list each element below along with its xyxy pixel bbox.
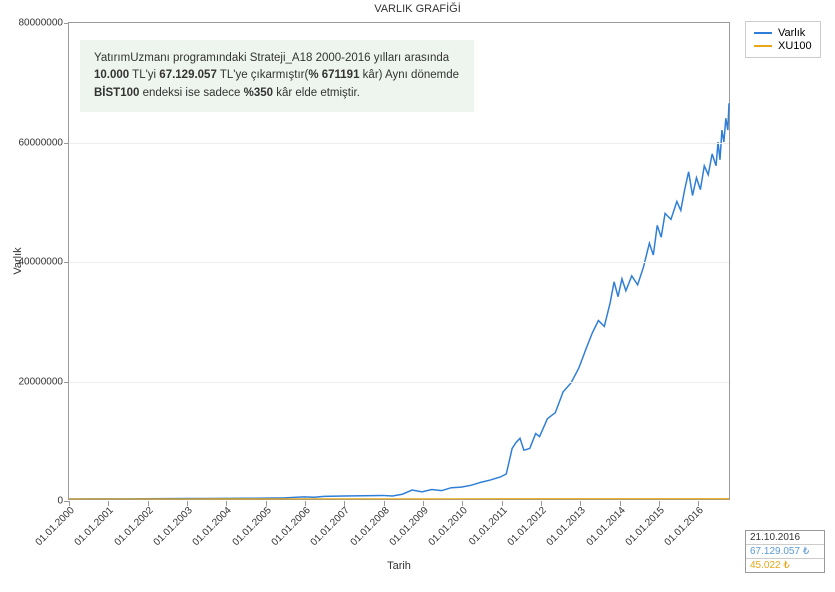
y-tick — [64, 23, 69, 24]
x-tick-label: 01.01.2007 — [309, 505, 352, 548]
x-tick-label: 01.01.2010 — [427, 505, 470, 548]
x-tick — [659, 501, 660, 506]
y-axis-title: Varlık — [12, 247, 24, 274]
x-tick-label: 01.01.2016 — [663, 505, 706, 548]
info-cell: 45.022 ₺ — [746, 559, 824, 572]
legend-swatch — [754, 32, 772, 34]
x-tick — [384, 501, 385, 506]
annotation-text: 10.000 — [94, 69, 129, 81]
x-tick-label: 01.01.2012 — [506, 505, 549, 548]
x-tick-label: 01.01.2000 — [34, 505, 77, 548]
x-tick — [462, 501, 463, 506]
y-tick-label: 80000000 — [19, 18, 64, 29]
annotation-text: TL'yi — [129, 69, 159, 81]
annotation-text: 67.129.057 — [159, 69, 217, 81]
x-tick-label: 01.01.2001 — [73, 505, 116, 548]
x-tick — [266, 501, 267, 506]
gridline — [69, 143, 729, 144]
annotation-text: BİST100 — [94, 87, 139, 99]
x-tick — [187, 501, 188, 506]
info-box: 21.10.201667.129.057 ₺45.022 ₺ — [745, 530, 825, 573]
x-tick — [580, 501, 581, 506]
y-tick-label: 0 — [57, 496, 63, 507]
legend-label: XU100 — [778, 40, 812, 52]
legend-swatch — [754, 45, 772, 47]
series-Varlık — [69, 103, 729, 499]
y-tick — [64, 262, 69, 263]
legend-item: XU100 — [754, 40, 812, 52]
x-tick-label: 01.01.2004 — [191, 505, 234, 548]
x-tick-label: 01.01.2011 — [467, 505, 510, 548]
x-tick-label: 01.01.2014 — [584, 505, 627, 548]
y-tick-label: 60000000 — [19, 137, 64, 148]
info-cell: 21.10.2016 — [746, 531, 824, 545]
gridline — [69, 382, 729, 383]
x-tick — [541, 501, 542, 506]
x-tick — [502, 501, 503, 506]
x-tick-label: 01.01.2009 — [388, 505, 431, 548]
x-tick-label: 01.01.2003 — [152, 505, 195, 548]
x-tick-label: 01.01.2006 — [270, 505, 313, 548]
x-tick — [148, 501, 149, 506]
annotation-text: kâr) Aynı dönemde — [359, 69, 459, 81]
annotation-text: YatırımUzmanı programındaki Strateji_A18… — [94, 52, 449, 64]
x-tick — [305, 501, 306, 506]
legend-item: Varlık — [754, 27, 812, 39]
x-tick — [698, 501, 699, 506]
x-tick — [69, 501, 70, 506]
x-tick — [344, 501, 345, 506]
legend-label: Varlık — [778, 27, 805, 39]
gridline — [69, 262, 729, 263]
x-tick — [226, 501, 227, 506]
annotation-text: TL'ye çıkarmıştır( — [217, 69, 308, 81]
annotation-text: endeksi ise sadece — [139, 87, 243, 99]
x-tick-label: 01.01.2015 — [624, 505, 667, 548]
x-tick — [620, 501, 621, 506]
x-tick — [108, 501, 109, 506]
annotation-box: YatırımUzmanı programındaki Strateji_A18… — [80, 40, 474, 112]
chart-title: VARLIK GRAFİĞİ — [0, 3, 835, 15]
x-tick-label: 01.01.2008 — [348, 505, 391, 548]
x-tick-label: 01.01.2002 — [112, 505, 155, 548]
annotation-text: % 671191 — [308, 69, 359, 81]
y-tick — [64, 382, 69, 383]
annotation-text: kâr elde etmiştir. — [273, 87, 360, 99]
legend: VarlıkXU100 — [745, 21, 821, 58]
x-tick-label: 01.01.2013 — [545, 505, 588, 548]
x-tick — [423, 501, 424, 506]
x-axis-title: Tarih — [387, 560, 411, 572]
x-tick-label: 01.01.2005 — [230, 505, 273, 548]
info-cell: 67.129.057 ₺ — [746, 545, 824, 559]
y-tick-label: 40000000 — [19, 257, 64, 268]
y-tick-label: 20000000 — [19, 376, 64, 387]
y-tick — [64, 143, 69, 144]
annotation-text: %350 — [244, 87, 273, 99]
